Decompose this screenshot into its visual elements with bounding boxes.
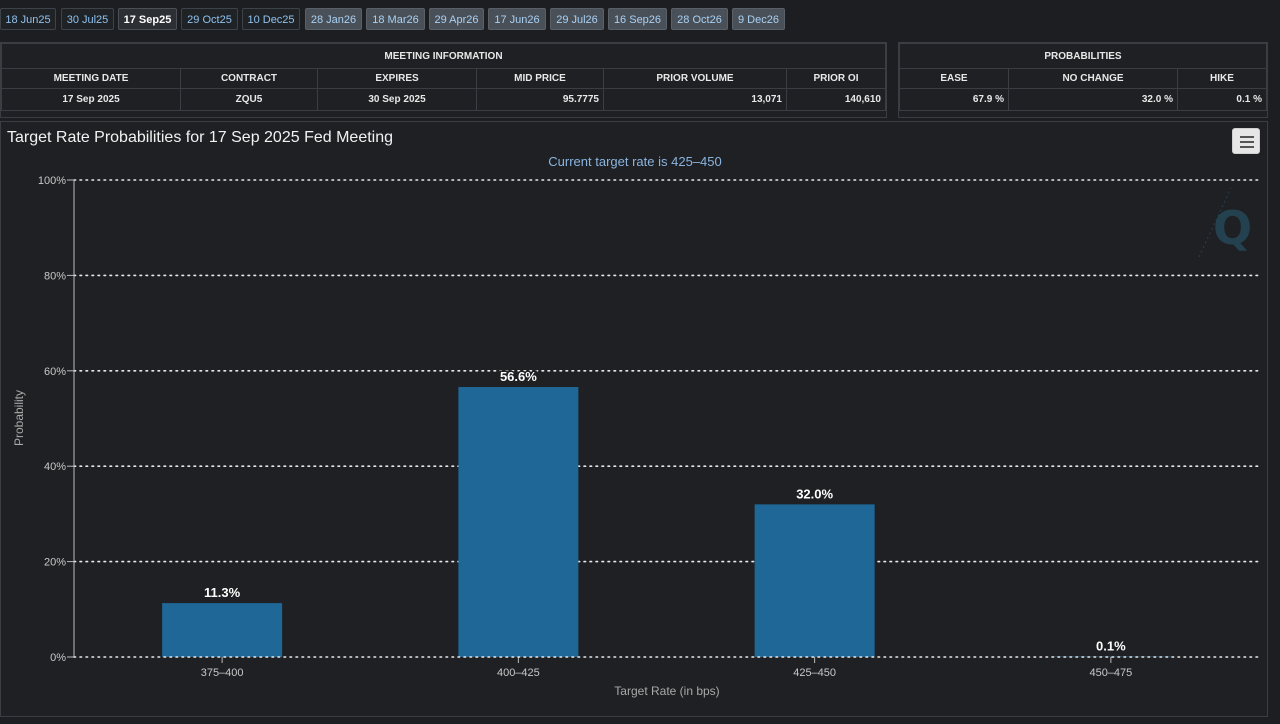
col-ease: EASE bbox=[899, 68, 1009, 89]
watermark-q-icon: Q bbox=[1198, 187, 1252, 258]
meeting-information-header: MEETING INFORMATION bbox=[1, 43, 886, 69]
col-prior-oi: PRIOR OI bbox=[786, 68, 886, 89]
bar bbox=[458, 387, 579, 657]
ease-value: 67.9 % bbox=[899, 88, 1009, 111]
col-hike: HIKE bbox=[1177, 68, 1267, 89]
menu-line-icon bbox=[1240, 136, 1254, 138]
col-contract: CONTRACT bbox=[180, 68, 318, 89]
tab-10-dec25[interactable]: 10 Dec25 bbox=[242, 8, 300, 30]
probabilities-header: PROBABILITIES bbox=[899, 43, 1267, 69]
probabilities-panel: PROBABILITIES EASE NO CHANGE HIKE 67.9 %… bbox=[898, 42, 1268, 118]
menu-line-icon bbox=[1240, 141, 1254, 143]
col-prior-volume: PRIOR VOLUME bbox=[603, 68, 787, 89]
y-tick-label: 40% bbox=[44, 461, 66, 473]
tab-29-oct25[interactable]: 29 Oct25 bbox=[181, 8, 238, 30]
bars: 11.3% 56.6% 32.0% 0.1% bbox=[162, 368, 1171, 657]
chart-panel: Target Rate Probabilities for 17 Sep 202… bbox=[0, 121, 1268, 717]
menu-line-icon bbox=[1240, 146, 1254, 148]
y-axis: 0% 20% 40% 60% 80% 100% bbox=[38, 175, 75, 664]
col-no-change: NO CHANGE bbox=[1008, 68, 1178, 89]
tab-28-jan26[interactable]: 28 Jan26 bbox=[305, 8, 362, 30]
meeting-date-value: 17 Sep 2025 bbox=[1, 88, 181, 111]
mid-price-value: 95.7775 bbox=[476, 88, 604, 111]
chart-title: Target Rate Probabilities for 17 Sep 202… bbox=[7, 129, 394, 146]
tab-16-sep26[interactable]: 16 Sep26 bbox=[608, 8, 667, 30]
x-tick-label: 425–450 bbox=[793, 667, 836, 679]
y-axis-title: Probability bbox=[12, 390, 26, 446]
col-mid-price: MID PRICE bbox=[476, 68, 604, 89]
bar-chart: 0% 20% 40% 60% 80% 100% 11.3% 56.6% 32.0% 0.1% 3… bbox=[12, 175, 1260, 698]
no-change-value: 32.0 % bbox=[1008, 88, 1178, 111]
prior-volume-value: 13,071 bbox=[603, 88, 787, 111]
y-tick-label: 0% bbox=[50, 652, 66, 664]
tab-29-apr26[interactable]: 29 Apr26 bbox=[429, 8, 484, 30]
meeting-information-panel: MEETING INFORMATION MEETING DATE CONTRAC… bbox=[0, 42, 887, 118]
tab-9-dec26[interactable]: 9 Dec26 bbox=[732, 8, 785, 30]
data-label: 32.0% bbox=[796, 486, 833, 501]
svg-text:Q: Q bbox=[1213, 201, 1252, 255]
tab-29-jul26[interactable]: 29 Jul26 bbox=[550, 8, 604, 30]
x-tick-label: 400–425 bbox=[497, 667, 540, 679]
chart-subtitle: Current target rate is 425–450 bbox=[548, 154, 722, 169]
tab-30-jul25[interactable]: 30 Jul25 bbox=[61, 8, 114, 30]
tab-18-mar26[interactable]: 18 Mar26 bbox=[366, 8, 425, 30]
data-label: 0.1% bbox=[1096, 639, 1126, 654]
x-axis: 375–400 400–425 425–450 450–475 bbox=[73, 656, 1260, 679]
col-meeting-date: MEETING DATE bbox=[1, 68, 181, 89]
contract-value: ZQU5 bbox=[180, 88, 318, 111]
data-label: 56.6% bbox=[500, 369, 537, 384]
y-tick-label: 20% bbox=[44, 557, 66, 569]
data-label: 11.3% bbox=[204, 585, 241, 600]
tab-17-sep25[interactable]: 17 Sep25 bbox=[118, 8, 177, 30]
x-tick-label: 375–400 bbox=[201, 667, 244, 679]
x-axis-title: Target Rate (in bps) bbox=[614, 684, 719, 698]
col-expires: EXPIRES bbox=[317, 68, 477, 89]
bar bbox=[162, 603, 283, 657]
tab-18-jun25[interactable]: 18 Jun25 bbox=[0, 8, 56, 30]
y-tick-label: 100% bbox=[38, 175, 66, 187]
bar bbox=[754, 504, 875, 657]
y-tick-label: 80% bbox=[44, 270, 66, 282]
tab-28-oct26[interactable]: 28 Oct26 bbox=[671, 8, 728, 30]
tab-17-jun26[interactable]: 17 Jun26 bbox=[488, 8, 546, 30]
gridlines bbox=[73, 179, 1260, 563]
expires-value: 30 Sep 2025 bbox=[317, 88, 477, 111]
y-tick-label: 60% bbox=[44, 366, 66, 378]
x-tick-label: 450–475 bbox=[1089, 667, 1132, 679]
chart-menu-button[interactable] bbox=[1232, 128, 1260, 154]
hike-value: 0.1 % bbox=[1177, 88, 1267, 111]
prior-oi-value: 140,610 bbox=[786, 88, 886, 111]
